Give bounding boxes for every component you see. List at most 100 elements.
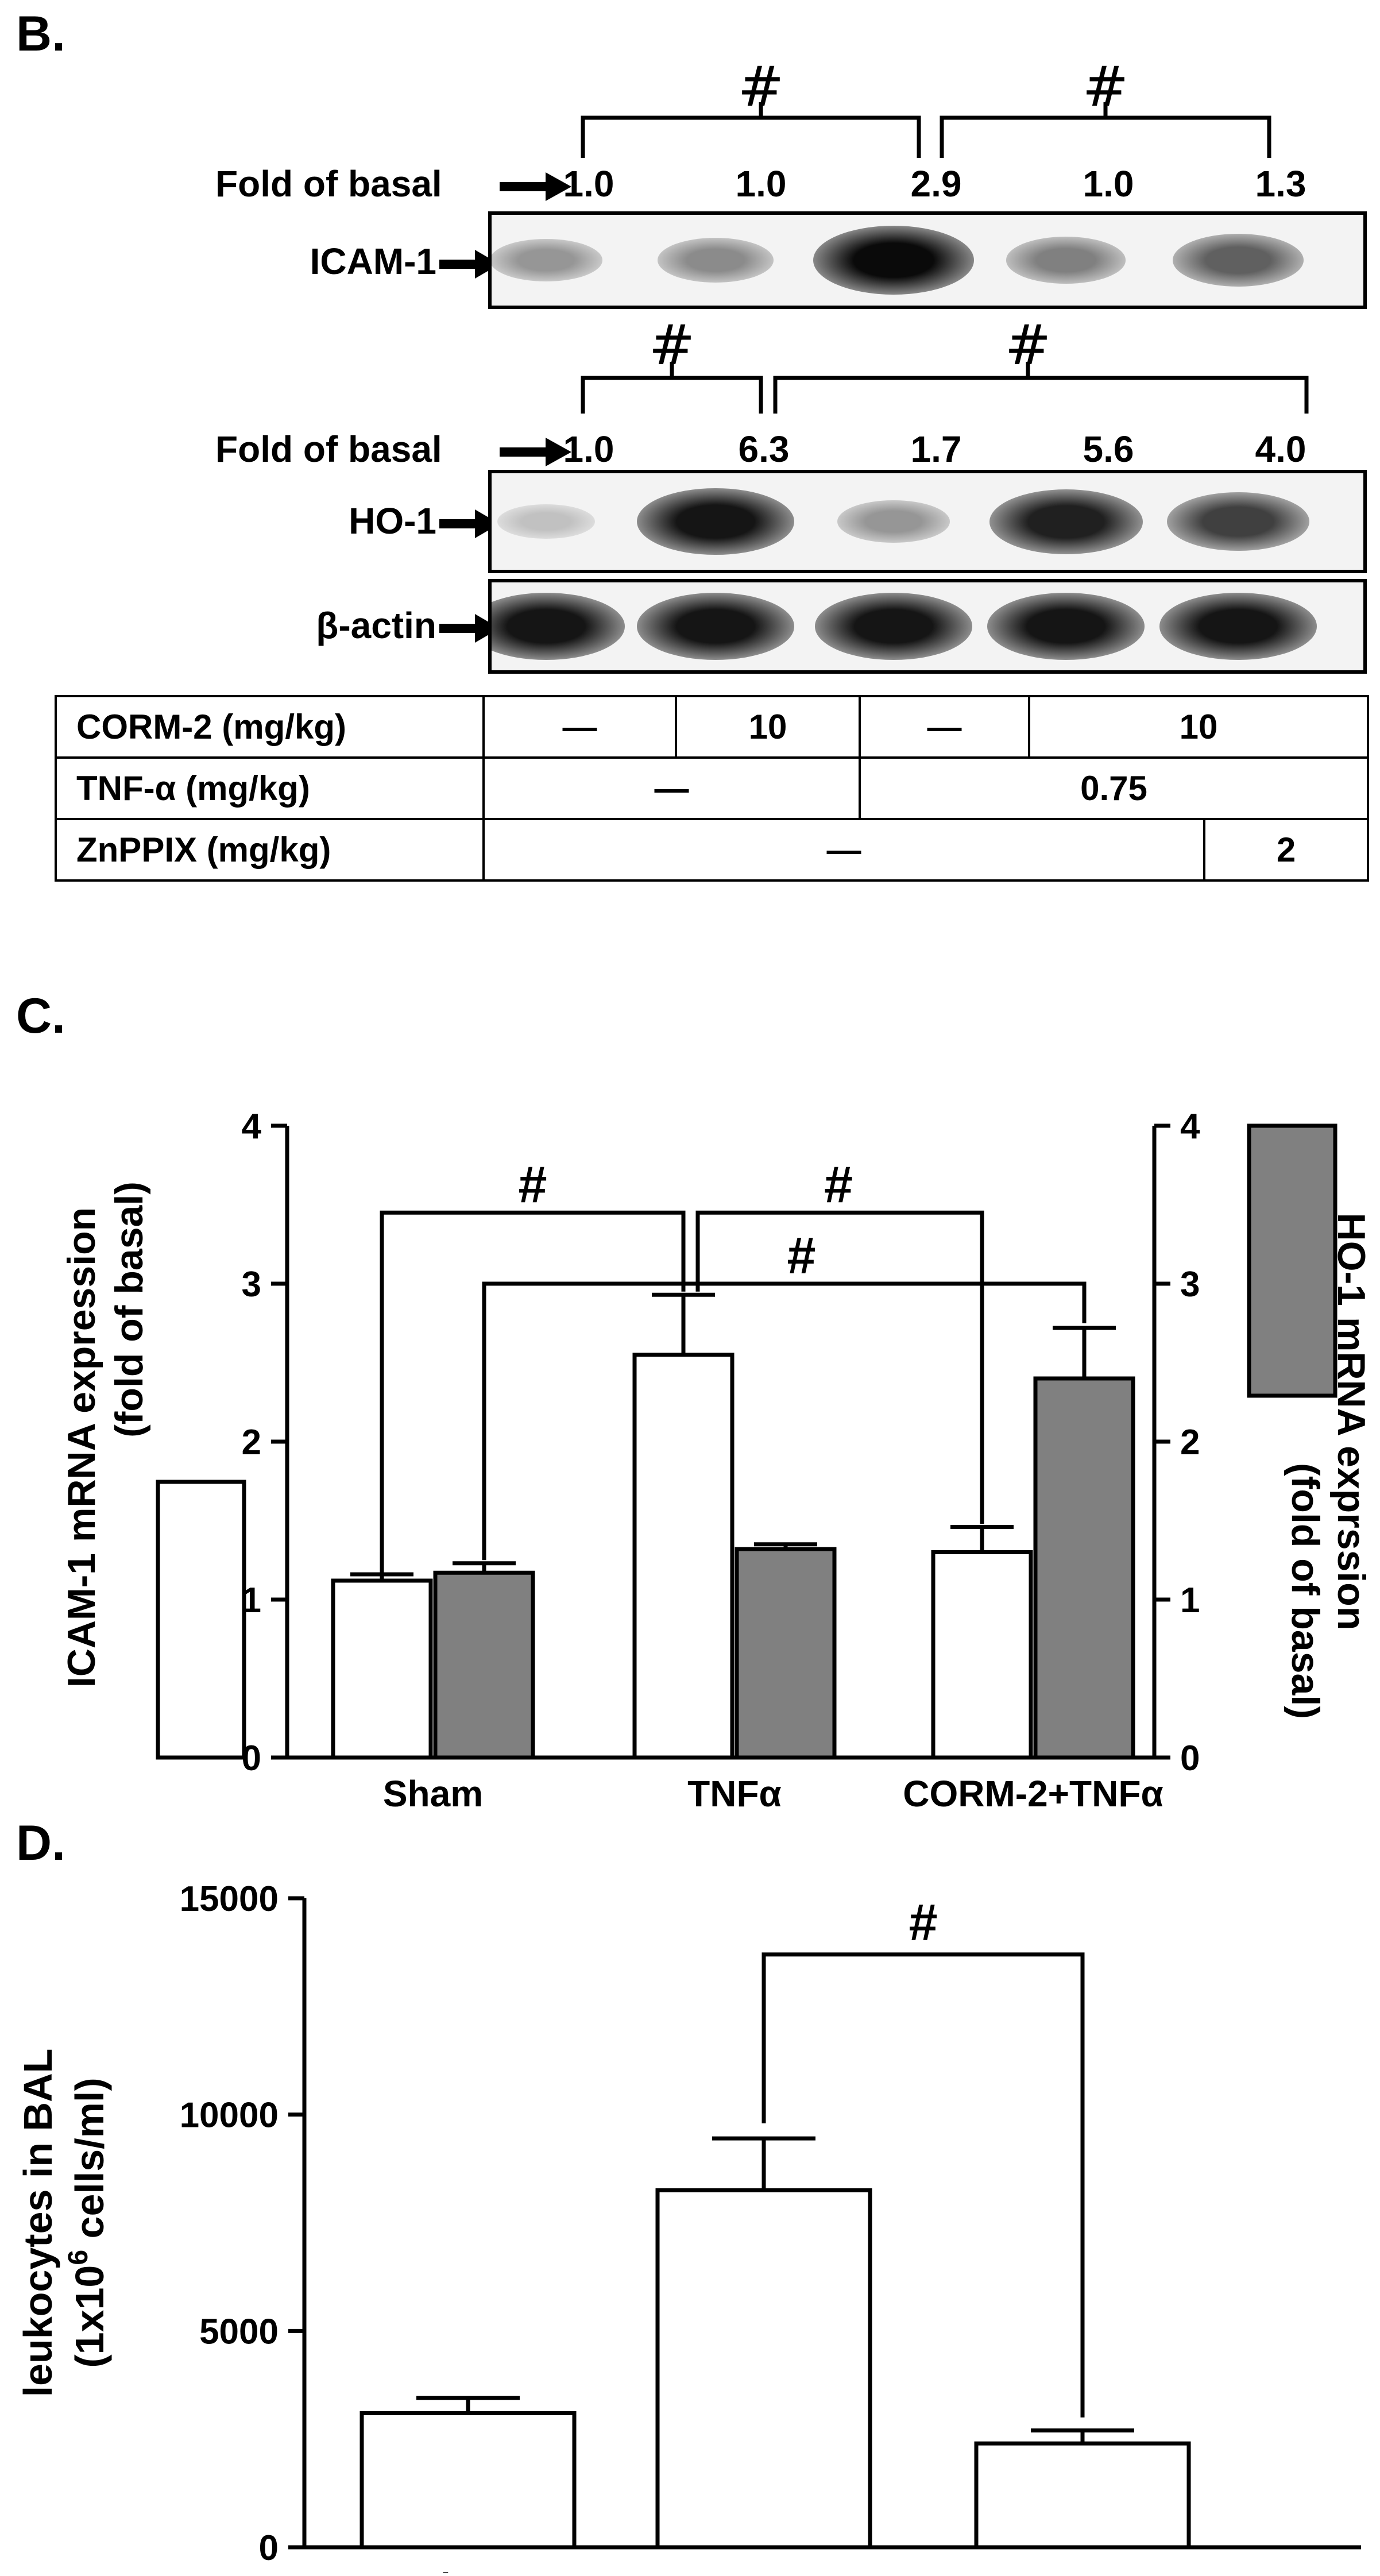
treatment-row-tnf: TNF-α (mg/kg) — 0.75 xyxy=(55,756,1369,820)
icam-band xyxy=(1006,237,1126,284)
significance-mark: # xyxy=(518,1156,547,1214)
significance-mark: # xyxy=(787,1227,815,1285)
icam-fold-value: 1.0 xyxy=(563,163,614,204)
y-tick-label: 15000 xyxy=(180,1879,279,1919)
ho1-band-label: HO-1 xyxy=(349,500,436,542)
y-axis-title-right: HO-1 mRNA exprssion xyxy=(1329,1213,1373,1631)
actin-band xyxy=(492,593,625,660)
actin-band xyxy=(1159,593,1317,660)
ho1-band xyxy=(837,500,950,543)
icam-fold-value: 1.0 xyxy=(735,163,787,204)
x-tick-label: CORM2+TNF-α xyxy=(952,2566,1213,2573)
bracket-icam-left xyxy=(581,115,921,158)
significance-mark: # xyxy=(1004,313,1052,377)
significance-bracket xyxy=(761,1952,1085,2417)
icam-band xyxy=(1173,234,1304,287)
y2-tick-label: 1 xyxy=(1180,1581,1200,1620)
treatment-cell: 10 xyxy=(1028,695,1369,759)
treatment-cell: — xyxy=(482,756,861,820)
bar xyxy=(931,1550,1033,1760)
ho1-fold-value: 5.6 xyxy=(1083,428,1134,470)
icam-band xyxy=(492,238,602,282)
icam-band-label: ICAM-1 xyxy=(310,241,436,282)
icam-fold-value: 2.9 xyxy=(910,163,962,204)
arrow-right-icon xyxy=(439,509,500,538)
x-tick-label: Sham xyxy=(383,1773,483,1814)
bar xyxy=(331,1578,433,1760)
ho1-fold-value: 6.3 xyxy=(738,428,790,470)
bar xyxy=(655,2188,872,2550)
panel-b-letter: B. xyxy=(16,6,65,61)
treatment-cell: — xyxy=(859,695,1030,759)
panel-c-letter: C. xyxy=(16,988,65,1044)
significance-bracket xyxy=(482,1281,1087,1561)
bar xyxy=(974,2441,1191,2550)
bar xyxy=(1033,1376,1135,1760)
significance-bracket xyxy=(695,1210,984,1524)
actin-band xyxy=(637,593,794,660)
treatment-cell: 10 xyxy=(675,695,861,759)
y-axis-title-right-line2: (fold of basal) xyxy=(1284,1463,1327,1719)
treatment-cell: — xyxy=(482,695,677,759)
panel-d-letter: D. xyxy=(16,1816,65,1871)
y-axis-title-line2: (1x106 cells/ml) xyxy=(63,2077,112,2368)
icam-band xyxy=(658,238,774,283)
y2-tick-label: 0 xyxy=(1180,1739,1200,1778)
x-tick-label: CORM-2+TNFα xyxy=(903,1773,1163,1814)
y2-tick-label: 4 xyxy=(1180,1107,1200,1146)
bar xyxy=(632,1353,735,1760)
icam-fold-value: 1.0 xyxy=(1083,163,1134,204)
icam-blot-strip xyxy=(488,211,1367,309)
icam-band xyxy=(813,226,974,295)
actin-band xyxy=(815,593,972,660)
treatment-cell: 0.75 xyxy=(859,756,1369,820)
y-tick-label: 0 xyxy=(259,2528,279,2568)
arrow-right-icon xyxy=(439,614,500,643)
y-axis-title-left-line2: (fold of basal) xyxy=(107,1181,151,1438)
y-tick-label: 10000 xyxy=(180,2096,279,2135)
treatment-row-znppix: ZnPPIX (mg/kg) — 2 xyxy=(55,818,1369,882)
legend-swatch-icam xyxy=(156,1480,246,1760)
treatment-cell: 2 xyxy=(1203,818,1369,882)
y-axis-title-left: ICAM-1 mRNA expression xyxy=(60,1207,103,1687)
fold-of-basal-label: Fold of basal xyxy=(215,163,442,204)
ho1-band xyxy=(1167,492,1309,551)
ho1-fold-value: 1.7 xyxy=(910,428,962,470)
ho1-fold-value: 4.0 xyxy=(1255,428,1306,470)
x-tick-label: TNF-α xyxy=(710,2566,817,2573)
y-tick-label: 3 xyxy=(242,1265,261,1304)
significance-mark: # xyxy=(737,55,784,119)
y-axis-title: leukocytes in BAL xyxy=(16,2049,60,2397)
significance-mark: # xyxy=(824,1156,853,1214)
arrow-right-icon xyxy=(439,250,500,279)
x-tick-label: TNFα xyxy=(687,1773,782,1814)
ho1-band xyxy=(497,504,595,539)
arrow-right-icon xyxy=(500,438,571,466)
actin-band-label: β-actin xyxy=(316,605,436,646)
bracket-ho1-left xyxy=(581,376,763,414)
arrow-right-icon xyxy=(500,172,571,201)
bar xyxy=(433,1570,535,1760)
y2-tick-label: 3 xyxy=(1180,1265,1200,1304)
icam-fold-value: 1.3 xyxy=(1255,163,1306,204)
x-tick-label: sham xyxy=(420,2566,516,2573)
legend-swatch-ho1 xyxy=(1247,1123,1338,1398)
ho1-fold-value: 1.0 xyxy=(563,428,614,470)
chart-d: 0 5000 10000 15000 sham TNF-α CORM2+TNF-α # leuk… xyxy=(16,1879,1361,2573)
treatment-row-corm2: CORM-2 (mg/kg) — 10 — 10 xyxy=(55,695,1369,759)
treatment-cell: — xyxy=(482,818,1205,882)
ho1-blot-strip xyxy=(488,470,1367,573)
bar xyxy=(735,1547,837,1760)
fold-of-basal-label: Fold of basal xyxy=(215,428,442,470)
significance-bracket xyxy=(380,1210,686,1576)
treatment-row-label: TNF-α (mg/kg) xyxy=(55,756,485,820)
y-tick-label: 4 xyxy=(242,1107,262,1146)
significance-mark: # xyxy=(909,1894,937,1952)
actin-blot-strip xyxy=(488,579,1367,674)
treatment-row-label: CORM-2 (mg/kg) xyxy=(55,695,485,759)
significance-mark: # xyxy=(1082,55,1129,119)
bracket-icam-right xyxy=(940,115,1271,158)
bracket-ho1-right xyxy=(773,376,1309,414)
y-tick-label: 2 xyxy=(242,1423,261,1462)
